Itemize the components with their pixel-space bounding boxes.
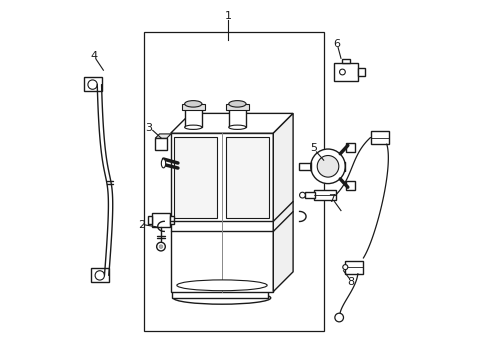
Bar bbox=[155, 138, 166, 150]
Bar bbox=[174, 137, 217, 218]
Ellipse shape bbox=[228, 125, 245, 130]
Text: 2: 2 bbox=[138, 220, 145, 230]
Bar bbox=[305, 192, 314, 198]
Bar bbox=[151, 213, 170, 227]
Circle shape bbox=[156, 242, 165, 251]
Bar bbox=[148, 216, 152, 224]
Bar bbox=[184, 104, 202, 127]
Circle shape bbox=[159, 245, 163, 248]
Text: 6: 6 bbox=[332, 39, 339, 49]
Bar bbox=[345, 261, 363, 274]
Bar bbox=[225, 137, 268, 218]
Ellipse shape bbox=[184, 125, 202, 130]
Bar bbox=[313, 190, 335, 200]
Bar bbox=[143, 32, 323, 331]
Bar bbox=[346, 143, 354, 152]
Text: 5: 5 bbox=[309, 143, 317, 153]
Polygon shape bbox=[155, 134, 171, 138]
Circle shape bbox=[310, 149, 345, 184]
Bar bbox=[346, 181, 354, 190]
Polygon shape bbox=[273, 113, 292, 292]
Circle shape bbox=[334, 313, 343, 322]
Text: 7: 7 bbox=[328, 194, 335, 204]
Circle shape bbox=[339, 69, 345, 75]
Circle shape bbox=[88, 80, 97, 89]
Bar bbox=[228, 104, 245, 127]
Bar bbox=[170, 133, 273, 292]
Bar bbox=[299, 163, 310, 170]
Ellipse shape bbox=[173, 292, 270, 304]
Text: 4: 4 bbox=[90, 51, 98, 61]
Circle shape bbox=[299, 192, 305, 198]
Bar bbox=[172, 289, 267, 298]
Polygon shape bbox=[170, 113, 292, 133]
Bar bbox=[182, 104, 204, 110]
Bar bbox=[370, 131, 387, 144]
Ellipse shape bbox=[184, 100, 202, 107]
Bar bbox=[342, 59, 349, 63]
Bar bbox=[169, 216, 174, 224]
Text: 8: 8 bbox=[346, 276, 353, 287]
Ellipse shape bbox=[228, 100, 245, 107]
Circle shape bbox=[342, 265, 347, 270]
Ellipse shape bbox=[177, 280, 266, 291]
Bar bbox=[83, 77, 102, 91]
Circle shape bbox=[95, 271, 104, 280]
Circle shape bbox=[317, 156, 338, 177]
Bar bbox=[91, 268, 108, 282]
Bar bbox=[358, 68, 364, 76]
Bar bbox=[225, 104, 248, 110]
Ellipse shape bbox=[161, 159, 165, 168]
Text: 3: 3 bbox=[145, 123, 152, 133]
Bar bbox=[333, 63, 358, 81]
Text: 1: 1 bbox=[224, 11, 231, 21]
